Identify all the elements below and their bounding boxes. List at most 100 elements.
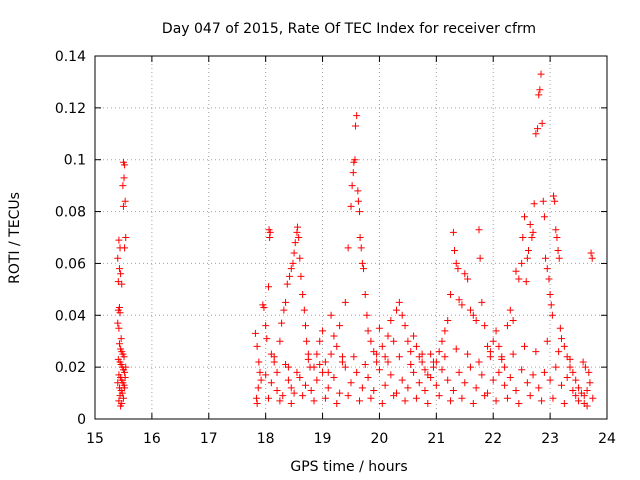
- data-point: [529, 371, 537, 379]
- data-point: [415, 379, 423, 387]
- data-point: [554, 246, 562, 254]
- data-point: [266, 228, 274, 236]
- data-point: [587, 249, 595, 257]
- data-point: [523, 254, 531, 262]
- data-point: [464, 275, 472, 283]
- data-point: [512, 267, 520, 275]
- data-point: [539, 197, 547, 205]
- data-point: [276, 337, 284, 345]
- data-point: [418, 358, 426, 366]
- data-point: [370, 386, 378, 394]
- data-point: [393, 306, 401, 314]
- data-point: [283, 280, 291, 288]
- data-point: [390, 392, 398, 400]
- data-point: [543, 337, 551, 345]
- data-point: [358, 384, 366, 392]
- data-point: [117, 335, 125, 343]
- data-point: [401, 322, 409, 330]
- data-point: [412, 394, 420, 402]
- data-point: [509, 316, 517, 324]
- data-point: [515, 275, 523, 283]
- data-point: [333, 342, 341, 350]
- data-point: [353, 112, 361, 120]
- data-point: [538, 119, 546, 127]
- data-point: [421, 366, 429, 374]
- data-point: [585, 368, 593, 376]
- data-point: [444, 376, 452, 384]
- data-point: [546, 376, 554, 384]
- data-point: [121, 197, 129, 205]
- data-point: [375, 366, 383, 374]
- data-point: [121, 368, 129, 376]
- data-point: [354, 197, 362, 205]
- data-point: [291, 239, 299, 247]
- data-point: [117, 270, 125, 278]
- data-point: [557, 381, 565, 389]
- data-point: [381, 381, 389, 389]
- data-point: [319, 327, 327, 335]
- data-point: [296, 374, 304, 382]
- y-tick-label: 0.08: [55, 205, 86, 221]
- data-point: [560, 342, 568, 350]
- data-point: [521, 213, 529, 221]
- data-point: [352, 122, 360, 130]
- data-point: [364, 327, 372, 335]
- data-point: [518, 366, 526, 374]
- data-point: [579, 358, 587, 366]
- data-point: [432, 381, 440, 389]
- y-axis-label: ROTI / TECUs: [7, 192, 23, 284]
- data-point: [540, 368, 548, 376]
- data-point: [552, 363, 560, 371]
- data-point: [555, 348, 563, 356]
- y-tick-label: 0.14: [55, 49, 86, 65]
- data-point: [360, 265, 368, 273]
- data-point: [122, 234, 130, 241]
- data-point: [384, 332, 392, 340]
- data-point: [550, 192, 558, 200]
- data-point: [506, 374, 514, 382]
- data-point: [358, 259, 366, 267]
- data-point: [501, 363, 509, 371]
- data-point: [427, 374, 435, 382]
- data-point: [407, 348, 415, 356]
- data-point: [534, 125, 542, 133]
- data-point: [435, 348, 443, 356]
- data-point: [492, 327, 500, 335]
- data-point: [344, 392, 352, 400]
- data-point: [464, 350, 472, 358]
- data-point: [373, 350, 381, 358]
- data-point: [441, 353, 449, 361]
- data-point: [536, 86, 544, 94]
- data-point: [286, 272, 294, 280]
- x-axis-label: GPS time / hours: [290, 459, 407, 475]
- data-point: [472, 384, 480, 392]
- data-point: [542, 254, 550, 262]
- data-point: [515, 399, 523, 407]
- data-point: [526, 221, 534, 229]
- data-point: [354, 187, 362, 195]
- data-point: [121, 384, 129, 392]
- data-point: [575, 397, 583, 405]
- data-point: [300, 306, 308, 314]
- chart-title: Day 047 of 2015, Rate Of TEC Index for r…: [162, 21, 536, 37]
- data-point: [566, 363, 574, 371]
- data-point: [116, 309, 124, 317]
- data-point: [583, 402, 591, 410]
- data-point: [253, 394, 261, 402]
- data-point: [563, 374, 571, 382]
- data-point: [117, 402, 125, 410]
- data-point: [454, 265, 462, 273]
- data-point: [321, 394, 329, 402]
- data-point: [321, 358, 329, 366]
- x-tick-label: 23: [541, 431, 559, 447]
- data-point: [120, 174, 128, 182]
- data-point: [316, 337, 324, 345]
- data-point: [461, 379, 469, 387]
- data-point: [572, 392, 580, 400]
- data-point: [523, 379, 531, 387]
- axis-ticks: [94, 55, 608, 420]
- data-point: [449, 228, 457, 236]
- data-point: [301, 322, 309, 330]
- data-point: [455, 368, 463, 376]
- data-point: [290, 389, 298, 397]
